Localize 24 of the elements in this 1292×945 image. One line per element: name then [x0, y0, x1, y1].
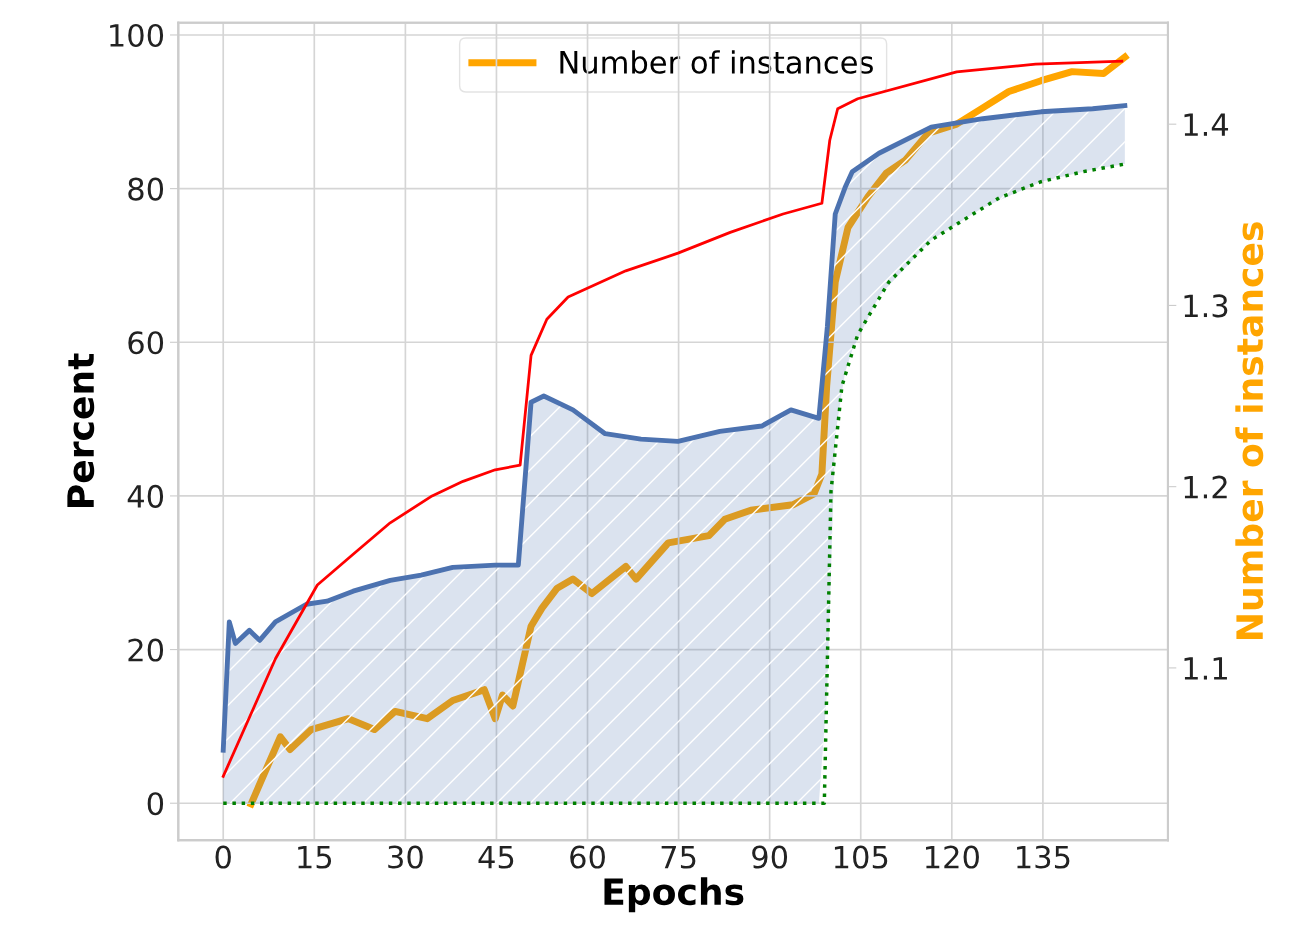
x-tick-label: 0: [215, 845, 231, 869]
x-tick-label: 75: [661, 845, 696, 869]
x-tick-label: 105: [834, 845, 888, 869]
x-tick-label: 120: [926, 845, 979, 869]
x-tick-label: 15: [298, 845, 332, 869]
x-tick-label: 60: [570, 845, 605, 869]
y2-tick-label: 1.2: [1184, 475, 1227, 499]
y-tick-label: 20: [128, 638, 164, 662]
y-tick-label: 0: [147, 792, 164, 816]
y2-axis-title: Number of instances: [1235, 222, 1264, 639]
y-tick-label: 40: [127, 484, 164, 508]
y2-tick-label: 1.3: [1184, 294, 1228, 318]
y2-tick-label: 1.4: [1184, 113, 1229, 136]
x-axis-title: Epochs: [604, 877, 744, 913]
y-tick-label: 100: [110, 23, 164, 48]
x-tick-label: 30: [388, 845, 423, 869]
x-tick-label: 45: [478, 845, 514, 869]
y2-tick-label: 1.1: [1184, 657, 1227, 680]
x-tick-label: 135: [1017, 845, 1070, 869]
y-axis-title: Percent: [67, 353, 95, 507]
legend-label: Number of instances: [560, 50, 873, 74]
y-tick-label: 60: [128, 331, 164, 355]
x-tick-label: 90: [752, 845, 788, 869]
y-tick-label: 80: [128, 177, 164, 201]
